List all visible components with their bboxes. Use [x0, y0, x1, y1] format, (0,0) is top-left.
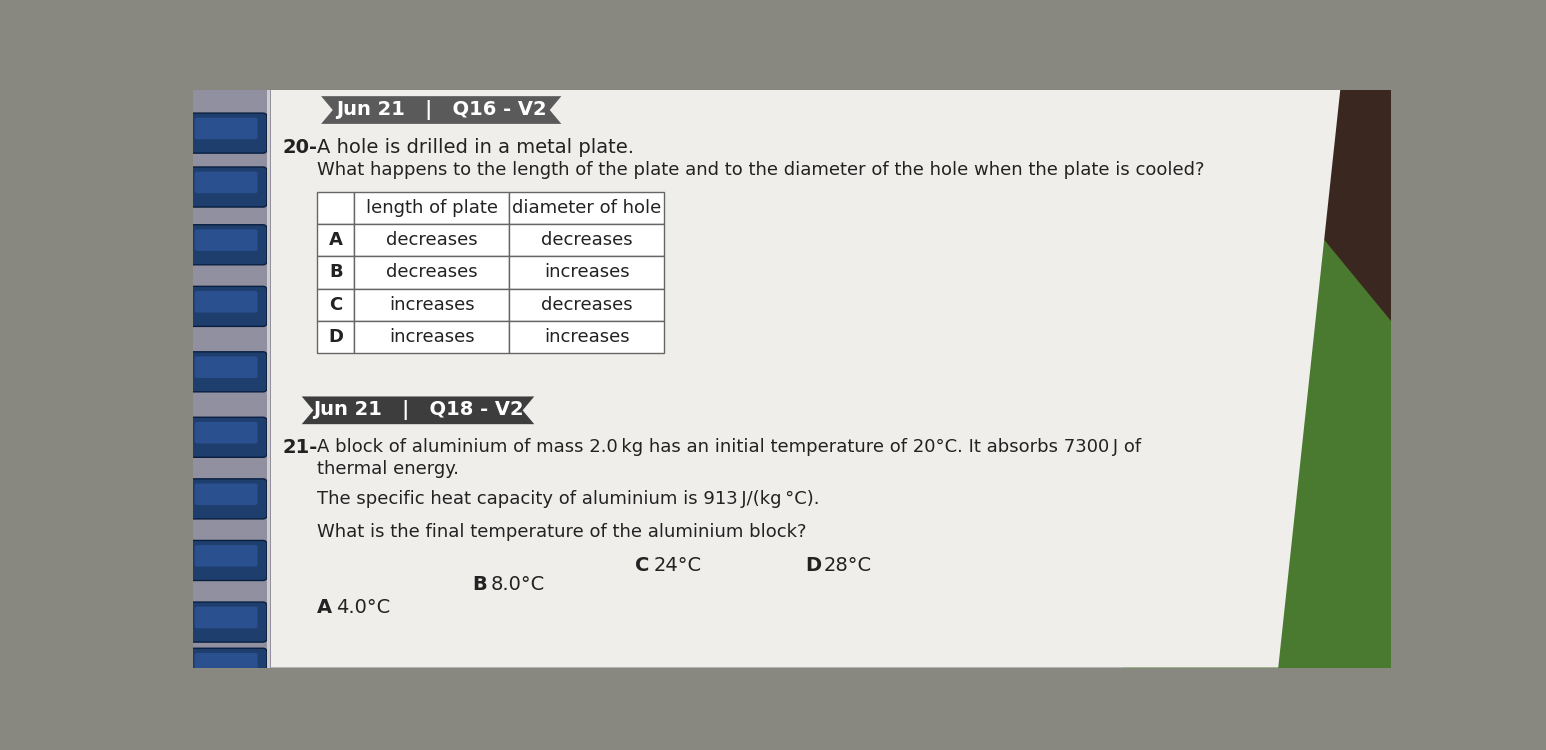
- FancyBboxPatch shape: [317, 192, 354, 224]
- Text: A: A: [317, 598, 332, 617]
- Text: 4.0°C: 4.0°C: [335, 598, 390, 617]
- Text: 21-: 21-: [283, 438, 317, 457]
- FancyBboxPatch shape: [195, 356, 258, 378]
- Text: 8.0°C: 8.0°C: [490, 575, 546, 594]
- FancyBboxPatch shape: [189, 352, 267, 392]
- FancyBboxPatch shape: [317, 224, 354, 256]
- FancyBboxPatch shape: [189, 286, 267, 326]
- Text: The specific heat capacity of aluminium is 913 J/(kg °C).: The specific heat capacity of aluminium …: [317, 490, 819, 508]
- FancyBboxPatch shape: [195, 652, 258, 674]
- FancyBboxPatch shape: [189, 167, 267, 207]
- Text: D: D: [805, 556, 821, 574]
- Bar: [267, 90, 271, 668]
- FancyBboxPatch shape: [317, 289, 354, 321]
- Text: increases: increases: [544, 263, 629, 281]
- Polygon shape: [1006, 90, 1391, 668]
- Text: C: C: [635, 556, 649, 574]
- FancyBboxPatch shape: [189, 113, 267, 153]
- Polygon shape: [1201, 90, 1391, 321]
- Polygon shape: [322, 96, 561, 124]
- FancyBboxPatch shape: [195, 230, 258, 251]
- Text: B: B: [472, 575, 487, 594]
- FancyBboxPatch shape: [354, 289, 510, 321]
- FancyBboxPatch shape: [510, 256, 665, 289]
- FancyBboxPatch shape: [189, 602, 267, 642]
- Text: increases: increases: [390, 328, 475, 346]
- Bar: [193, 90, 271, 668]
- FancyBboxPatch shape: [195, 607, 258, 628]
- Text: increases: increases: [544, 328, 629, 346]
- FancyBboxPatch shape: [189, 417, 267, 458]
- FancyBboxPatch shape: [195, 172, 258, 194]
- FancyBboxPatch shape: [510, 289, 665, 321]
- FancyBboxPatch shape: [354, 192, 510, 224]
- FancyBboxPatch shape: [195, 118, 258, 140]
- Text: increases: increases: [390, 296, 475, 314]
- Text: C: C: [329, 296, 343, 314]
- Text: What is the final temperature of the aluminium block?: What is the final temperature of the alu…: [317, 523, 807, 541]
- Text: length of plate: length of plate: [366, 199, 498, 217]
- FancyBboxPatch shape: [195, 291, 258, 313]
- Text: decreases: decreases: [386, 231, 478, 249]
- FancyBboxPatch shape: [189, 541, 267, 580]
- Text: A block of aluminium of mass 2.0 kg has an initial temperature of 20°C. It absor: A block of aluminium of mass 2.0 kg has …: [317, 438, 1141, 456]
- Text: 20-: 20-: [283, 138, 317, 157]
- Text: decreases: decreases: [386, 263, 478, 281]
- Text: What happens to the length of the plate and to the diameter of the hole when the: What happens to the length of the plate …: [317, 160, 1204, 178]
- Polygon shape: [260, 90, 1340, 668]
- Text: A: A: [329, 231, 343, 249]
- Text: D: D: [328, 328, 343, 346]
- FancyBboxPatch shape: [195, 545, 258, 567]
- FancyBboxPatch shape: [189, 478, 267, 519]
- Text: A hole is drilled in a metal plate.: A hole is drilled in a metal plate.: [317, 138, 634, 157]
- FancyBboxPatch shape: [510, 321, 665, 353]
- Text: Jun 21   |   Q16 - V2: Jun 21 | Q16 - V2: [335, 100, 547, 120]
- Polygon shape: [301, 397, 535, 424]
- FancyBboxPatch shape: [354, 321, 510, 353]
- FancyBboxPatch shape: [354, 256, 510, 289]
- FancyBboxPatch shape: [195, 484, 258, 505]
- FancyBboxPatch shape: [189, 648, 267, 688]
- FancyBboxPatch shape: [189, 225, 267, 265]
- FancyBboxPatch shape: [317, 321, 354, 353]
- Text: B: B: [329, 263, 343, 281]
- FancyBboxPatch shape: [510, 192, 665, 224]
- Text: 28°C: 28°C: [824, 556, 872, 574]
- Text: Jun 21   |   Q18 - V2: Jun 21 | Q18 - V2: [312, 400, 523, 420]
- FancyBboxPatch shape: [317, 256, 354, 289]
- Text: decreases: decreases: [541, 231, 632, 249]
- Text: diameter of hole: diameter of hole: [512, 199, 662, 217]
- Text: 24°C: 24°C: [654, 556, 702, 574]
- FancyBboxPatch shape: [354, 224, 510, 256]
- FancyBboxPatch shape: [510, 224, 665, 256]
- Text: thermal energy.: thermal energy.: [317, 460, 459, 478]
- FancyBboxPatch shape: [195, 422, 258, 443]
- Text: decreases: decreases: [541, 296, 632, 314]
